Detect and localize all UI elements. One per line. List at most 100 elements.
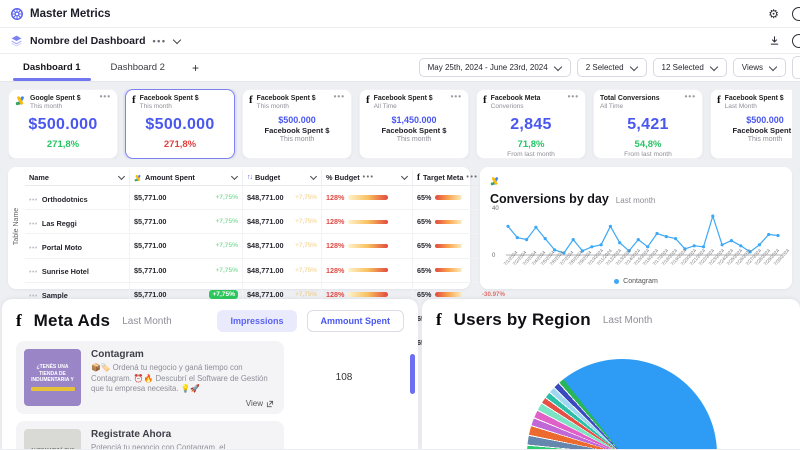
row-drag-handle[interactable]: ••• (29, 293, 38, 301)
kpi-card[interactable]: f Facebook Spent $ This month ••• $500.000 F… (242, 89, 352, 159)
filter-dropdown-0[interactable]: May 25th, 2024 - June 23rd, 2024 (418, 58, 571, 77)
users-by-region-pie-chart (527, 359, 717, 449)
gear-icon[interactable]: ⚙ (768, 6, 779, 21)
kpi-card[interactable]: f Facebook Spent $ All Time ••• $1,450.000 F… (359, 89, 469, 159)
kpi-card[interactable]: f Facebook Meta Converions ••• 2,845 71,8% Fr… (476, 89, 586, 159)
chevron-down-icon[interactable] (309, 172, 318, 181)
kpi-card[interactable]: Google Spent $ This month ••• $500.000 271,… (8, 89, 118, 159)
ad-row[interactable]: AUTOMATIZÁ TUS TAREAS ADMINISTRATIVAS Re… (16, 421, 404, 449)
column-header[interactable]: Amount Spent (129, 170, 243, 186)
y-tick-max: 40 (492, 206, 499, 212)
target-meta: 65% (417, 289, 432, 299)
table-side-label: Table Name (13, 207, 21, 246)
row-drag-handle[interactable]: ••• (29, 196, 38, 204)
kpi-value: $500.000 (746, 115, 784, 125)
kpi-value: 5,421 (627, 116, 669, 133)
more-menu-icon[interactable]: ••• (152, 35, 167, 46)
view-link[interactable]: View (246, 399, 274, 408)
impressions-button[interactable]: Impressions (217, 310, 297, 332)
facebook-icon: f (132, 94, 136, 106)
google-ads-icon (15, 96, 24, 106)
target-meta: 65% (417, 241, 432, 251)
ad-description: Potenciá tu negocio con Contagram, el (91, 443, 226, 449)
table-row[interactable]: ••• Portal Moto $5,771.00 +7,75% $48,771.0… (25, 233, 509, 259)
row-drag-handle[interactable]: ••• (29, 244, 38, 252)
card-menu-icon[interactable]: ••• (567, 92, 579, 101)
chevron-down-icon[interactable] (629, 62, 638, 71)
add-tab-button[interactable]: + (191, 60, 199, 75)
filter-dropdown-1[interactable]: 2 Selected (576, 58, 647, 77)
card-menu-icon[interactable]: ••• (684, 92, 696, 101)
edge-button[interactable] (792, 56, 800, 79)
budget: $48,771.00 (247, 241, 284, 251)
external-link-icon (266, 400, 274, 407)
row-drag-handle[interactable]: ••• (29, 269, 38, 277)
table-row[interactable]: ••• Las Reggi $5,771.00 +7,75% $48,771.00 +… (25, 209, 509, 235)
filter-dropdown-3[interactable]: Views (732, 58, 786, 77)
ad-row[interactable]: ¿TENÉS UNA TIENDA DE INDUMENTARIA Y Cont… (16, 341, 404, 414)
pct-budget: 128% (326, 217, 345, 227)
card-menu-icon[interactable]: ••• (333, 92, 345, 101)
row-name: Las Reggi (41, 218, 77, 228)
chart-title: Conversions by day (490, 192, 609, 206)
budget-delta: +7,75% (295, 194, 317, 202)
amount-delta: +7,75% (209, 289, 238, 299)
card-menu-icon[interactable]: ••• (450, 92, 462, 101)
target-meta: 65% (417, 193, 432, 203)
chevron-down-icon[interactable] (553, 62, 562, 71)
budget: $48,771.00 (247, 217, 284, 227)
profile-icon[interactable] (792, 6, 800, 21)
table-row[interactable]: ••• Sunrise Hotel $5,771.00 +7,75% $48,771… (25, 258, 509, 283)
amount-spent: $5,771.00 (134, 193, 167, 203)
kpi-title: Google Spent $ (30, 95, 81, 102)
y-tick-min: 0 (492, 253, 496, 259)
dashboard-bar: Nombre del Dashboard ••• (0, 28, 800, 54)
chevron-down-icon[interactable] (768, 62, 778, 71)
row-name: Sunrise Hotel (41, 267, 89, 277)
kpi-metric-label: Facebook Spent $ (381, 126, 447, 135)
chart-legend: Contagram (490, 278, 782, 285)
kpi-card[interactable]: Total Conversions All Time ••• 5,421 54,8% F… (593, 89, 703, 159)
column-header[interactable]: Name (25, 170, 130, 186)
kpi-delta-caption: From last month (624, 151, 672, 158)
pct-budget-bar (348, 292, 389, 297)
chevron-down-icon[interactable] (709, 62, 719, 71)
kpi-subtitle: Last Month (724, 103, 757, 110)
kpi-title: Facebook Spent $ (256, 95, 316, 102)
column-header[interactable]: ↑↓ Budget (242, 170, 322, 186)
share-icon[interactable] (792, 33, 800, 48)
chevron-down-icon[interactable] (230, 172, 239, 181)
budget: $48,771.00 (247, 265, 284, 275)
tab-dashboard-2[interactable]: Dashboard 2 (110, 61, 165, 73)
card-menu-icon[interactable]: ••• (99, 92, 111, 101)
chevron-down-icon[interactable] (173, 35, 182, 44)
row-drag-handle[interactable]: ••• (29, 220, 38, 228)
sort-icon[interactable]: ↑↓ (247, 174, 253, 181)
kpi-subtitle: This month (139, 103, 172, 110)
row-name: Sample (41, 291, 68, 301)
chevron-down-icon[interactable] (400, 172, 409, 181)
amount-spent: $5,771.00 (134, 241, 167, 251)
filter-dropdown-2[interactable]: 12 Selected (652, 58, 727, 77)
kpi-row: Google Spent $ This month ••• $500.000 271,… (8, 89, 792, 159)
column-header[interactable]: % Budget ••• (321, 170, 413, 186)
list-scrollbar[interactable] (410, 354, 415, 394)
column-menu-icon[interactable]: ••• (466, 174, 479, 181)
table-row[interactable]: ••• Orthodotnics $5,771.00 +7,75% $48,771.… (25, 185, 509, 211)
dashboard-content: Google Spent $ This month ••• $500.000 271,… (0, 82, 800, 449)
kpi-subtitle: This month (256, 103, 289, 110)
chevron-down-icon[interactable] (117, 172, 126, 181)
kpi-metric-label: Facebook Spent $ (732, 126, 793, 135)
target-meta-bar (435, 292, 463, 297)
ammount-spent-button[interactable]: Ammount Spent (306, 310, 404, 332)
chart-subtitle: Last month (615, 196, 656, 205)
download-icon[interactable] (769, 35, 780, 46)
amount-spent: $5,771.00 (134, 265, 167, 275)
kpi-delta: 54,8% (634, 139, 662, 150)
tab-dashboard-1[interactable]: Dashboard 1 (8, 55, 96, 81)
kpi-card[interactable]: f Facebook Spent $ This month $500.000 271,… (125, 89, 235, 159)
pct-budget-bar (348, 243, 389, 249)
column-menu-icon[interactable]: ••• (362, 174, 375, 181)
line-chart: 40 0 (490, 206, 782, 259)
